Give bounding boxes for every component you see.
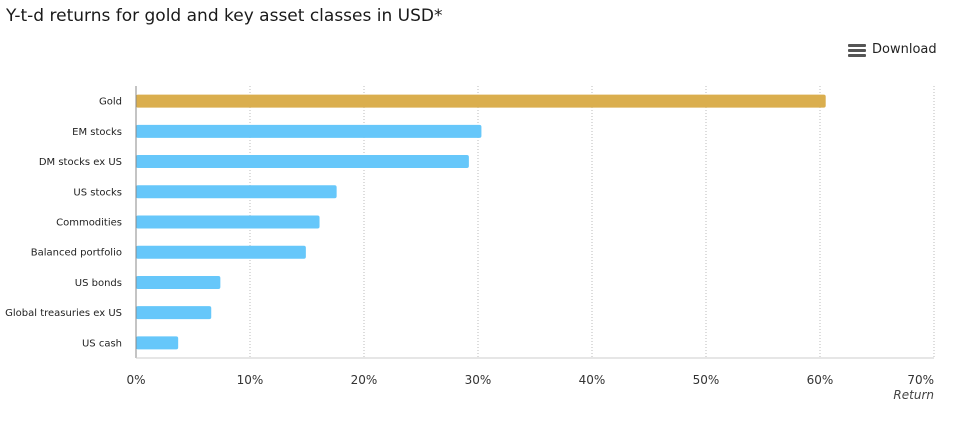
- bars: [136, 94, 826, 350]
- download-button[interactable]: Download: [848, 42, 937, 57]
- bar[interactable]: [136, 215, 320, 229]
- download-label: Download: [872, 42, 937, 57]
- x-tick-label: 0%: [126, 373, 145, 387]
- x-tick-label: 40%: [579, 373, 606, 387]
- bar[interactable]: [136, 245, 306, 259]
- bar[interactable]: [136, 94, 826, 108]
- category-label: DM stocks ex US: [39, 157, 122, 168]
- x-tick-label: 20%: [351, 373, 378, 387]
- bar[interactable]: [136, 306, 212, 320]
- chart-title: Y-t-d returns for gold and key asset cla…: [6, 6, 443, 26]
- category-label: US bonds: [75, 278, 122, 289]
- bar[interactable]: [136, 185, 337, 199]
- category-label: US stocks: [73, 187, 122, 198]
- x-tick-label: 70%: [907, 373, 934, 387]
- category-label: US cash: [82, 338, 122, 349]
- x-tick-label: 10%: [237, 373, 264, 387]
- category-label: Gold: [99, 97, 122, 108]
- bar[interactable]: [136, 124, 482, 138]
- category-label: Global treasuries ex US: [5, 308, 122, 319]
- x-axis-title: Return: [893, 388, 934, 402]
- bar[interactable]: [136, 155, 469, 169]
- bar[interactable]: [136, 275, 221, 289]
- category-labels: Gold EM stocks DM stocks ex US US stocks Com…: [5, 97, 122, 350]
- x-tick-labels: 0% 10% 20% 30% 40% 50% 60% 70%: [126, 373, 934, 387]
- category-label: EM stocks: [72, 127, 122, 138]
- x-tick-label: 60%: [807, 373, 834, 387]
- x-tick-label: 30%: [465, 373, 492, 387]
- bar[interactable]: [136, 336, 179, 350]
- menu-icon: [848, 43, 866, 57]
- category-label: Commodities: [56, 218, 122, 229]
- category-label: Balanced portfolio: [31, 248, 122, 259]
- x-tick-label: 50%: [693, 373, 720, 387]
